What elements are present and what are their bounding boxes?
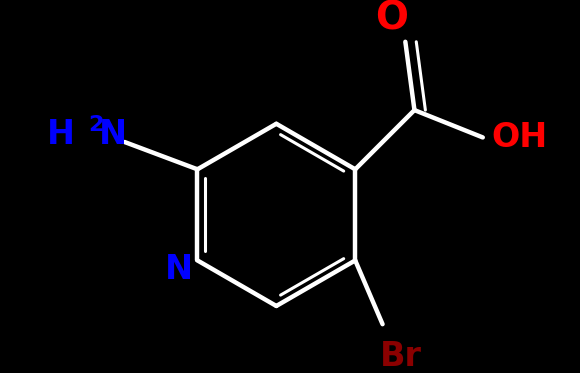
Text: O: O — [375, 0, 408, 38]
Text: N: N — [165, 253, 193, 286]
Text: H: H — [46, 118, 74, 151]
Text: Br: Br — [380, 339, 422, 373]
Text: OH: OH — [491, 121, 548, 154]
Text: N: N — [99, 118, 127, 151]
Text: 2: 2 — [88, 115, 103, 135]
